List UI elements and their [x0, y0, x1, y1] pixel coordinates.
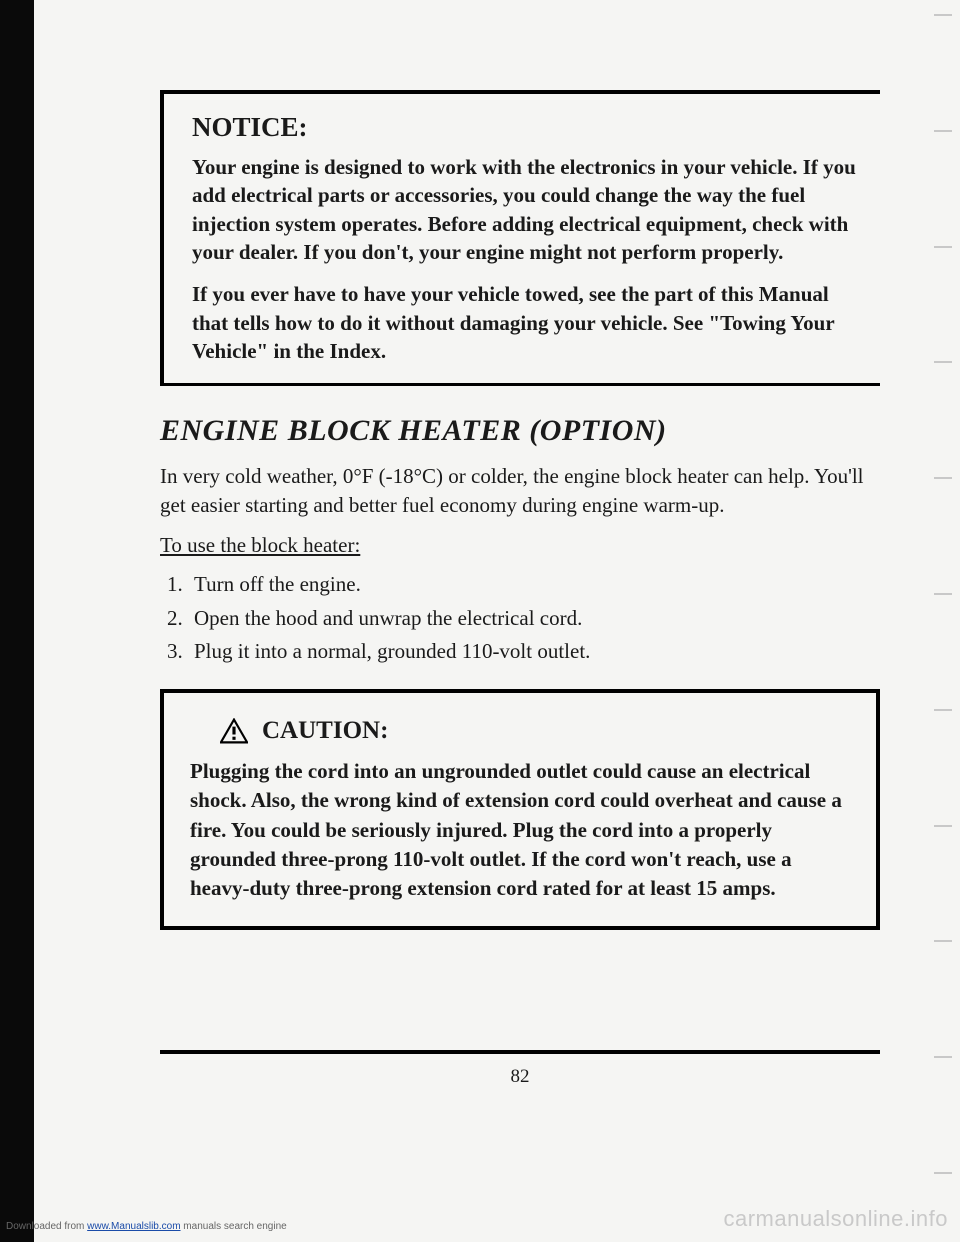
warning-triangle-icon — [220, 718, 248, 744]
notice-title: NOTICE: — [192, 112, 862, 143]
notice-paragraph-2: If you ever have to have your vehicle to… — [192, 280, 862, 365]
section-subhead: To use the block heater: — [160, 533, 880, 558]
caution-box: CAUTION: Plugging the cord into an ungro… — [160, 689, 880, 930]
section-intro: In very cold weather, 0°F (-18°C) or col… — [160, 462, 880, 519]
caution-body: Plugging the cord into an ungrounded out… — [190, 757, 854, 904]
caution-title-row: CAUTION: — [190, 717, 854, 745]
notice-paragraph-1: Your engine is designed to work with the… — [192, 153, 862, 266]
steps-list: Turn off the engine. Open the hood and u… — [160, 568, 880, 669]
footer-attribution: Downloaded from www.Manualslib.com manua… — [6, 1221, 287, 1232]
bottom-rule — [160, 1050, 880, 1054]
notice-box: NOTICE: Your engine is designed to work … — [160, 90, 880, 386]
footer-row: Downloaded from www.Manualslib.com manua… — [0, 1206, 960, 1232]
step-item: Turn off the engine. — [188, 568, 880, 602]
caution-title: CAUTION: — [262, 717, 388, 745]
section-title: ENGINE BLOCK HEATER (OPTION) — [160, 414, 880, 448]
footer-prefix: Downloaded from — [6, 1221, 87, 1232]
page-number: 82 — [160, 1066, 880, 1088]
footer-suffix: manuals search engine — [181, 1221, 287, 1232]
footer-link[interactable]: www.Manualslib.com — [87, 1221, 180, 1232]
watermark: carmanualsonline.info — [723, 1206, 948, 1232]
manual-page: NOTICE: Your engine is designed to work … — [0, 0, 960, 1242]
step-item: Plug it into a normal, grounded 110-volt… — [188, 635, 880, 669]
step-item: Open the hood and unwrap the electrical … — [188, 602, 880, 636]
